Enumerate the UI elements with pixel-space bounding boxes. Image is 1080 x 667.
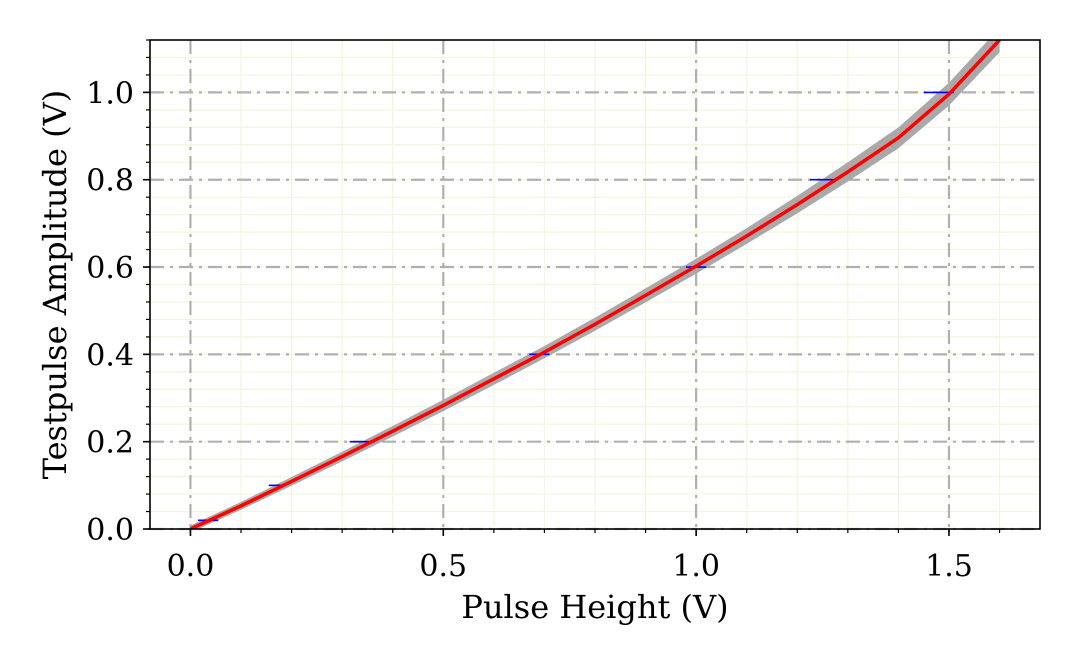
y-tick-label: 0.2 xyxy=(86,426,134,461)
x-tick-label: 1.5 xyxy=(925,549,973,584)
x-tick-label: 1.0 xyxy=(672,549,720,584)
y-tick-label: 0.0 xyxy=(86,513,134,548)
y-tick-label: 1.0 xyxy=(86,76,134,111)
x-axis-label: Pulse Height (V) xyxy=(461,588,728,626)
fit-line-layer xyxy=(189,40,1001,529)
y-tick-label: 0.6 xyxy=(86,251,134,286)
y-axis-label: Testpulse Amplitude (V) xyxy=(36,90,74,479)
minor-grid xyxy=(150,39,1040,530)
fit-line xyxy=(189,40,1001,529)
x-tick-label: 0.0 xyxy=(167,549,215,584)
y-tick-label: 0.4 xyxy=(86,338,134,373)
tick-layer xyxy=(143,39,1001,536)
y-tick-labels: 0.0 0.2 0.4 0.6 0.8 1.0 xyxy=(86,76,134,548)
x-tick-label: 0.5 xyxy=(419,549,467,584)
y-tick-label: 0.8 xyxy=(86,164,134,199)
x-tick-labels: 0.0 0.5 1.0 1.5 xyxy=(167,549,973,584)
